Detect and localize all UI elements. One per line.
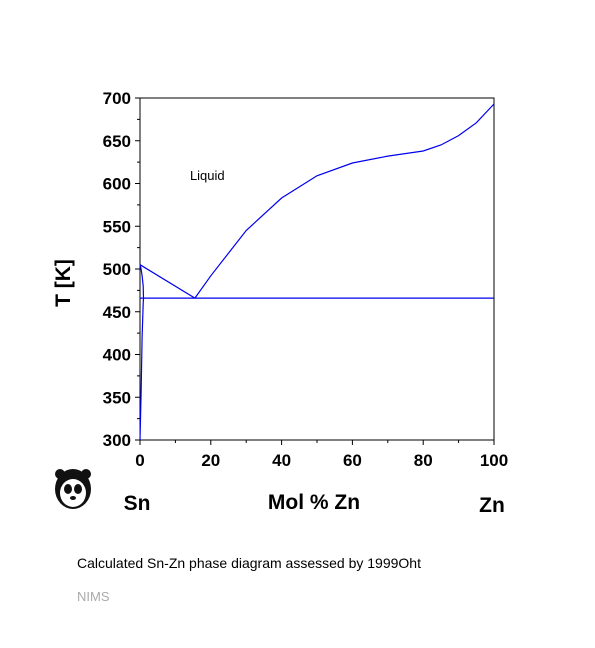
x-tick-label: 20 [201,451,220,470]
y-tick-label: 550 [103,217,131,236]
y-tick-label: 300 [103,431,131,450]
panda-icon [55,469,91,509]
y-tick-label: 400 [103,346,131,365]
x-end-label-left: Sn [124,492,151,515]
y-tick-label: 450 [103,303,131,322]
phase-boundary-line-1 [194,103,495,299]
figure-caption: Calculated Sn-Zn phase diagram assessed … [77,555,421,571]
phase-boundary-line-3 [139,264,145,441]
phase-boundary-line-0 [139,264,196,299]
x-tick-label: 60 [343,451,362,470]
x-tick-label: 40 [272,451,291,470]
x-tick-label: 0 [135,451,144,470]
y-axis-title: T [K] [52,259,75,307]
footer-credit: NIMS [77,589,110,604]
x-end-label-right: Zn [479,494,505,517]
y-tick-label: 350 [103,388,131,407]
y-tick-label: 700 [103,89,131,108]
y-tick-label: 500 [103,260,131,279]
plot-frame [139,97,495,441]
x-tick-label: 80 [414,451,433,470]
y-tick-label: 650 [103,132,131,151]
x-axis-title: Mol % Zn [268,491,360,514]
annotation-liquid: Liquid [190,168,225,183]
y-tick-label: 600 [103,175,131,194]
x-tick-label: 100 [480,451,508,470]
